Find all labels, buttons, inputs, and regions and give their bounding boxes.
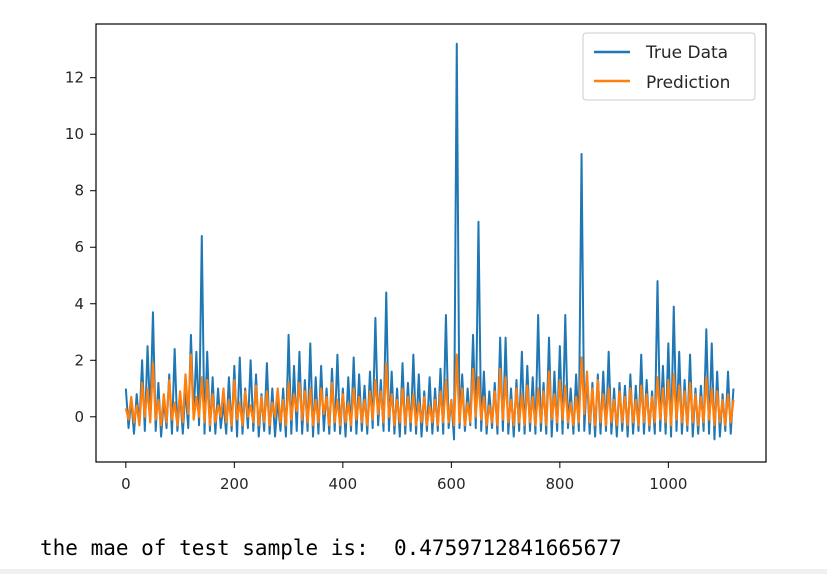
legend: True Data Prediction xyxy=(582,32,756,101)
y-tick-label: 2 xyxy=(74,351,84,369)
y-tick-label: 6 xyxy=(74,238,84,256)
legend-label-true-data: True Data xyxy=(645,43,728,63)
x-axis: 0 200 400 600 800 1000 xyxy=(121,462,687,493)
y-axis: 0 2 4 6 8 10 12 xyxy=(65,69,96,426)
x-tick-label: 400 xyxy=(329,475,358,493)
y-tick-label: 8 xyxy=(74,182,84,200)
mae-output-text: the mae of test sample is: 0.47597128416… xyxy=(40,536,622,560)
x-tick-label: 800 xyxy=(546,475,575,493)
x-tick-label: 1000 xyxy=(649,475,687,493)
axes-frame xyxy=(95,23,767,463)
x-tick-label: 600 xyxy=(437,475,466,493)
line-chart: 0 200 400 600 800 1000 0 2 4 6 8 10 12 True Data Pr… xyxy=(65,23,767,493)
legend-box xyxy=(582,32,756,101)
series-line-prediction xyxy=(124,353,735,427)
y-tick-label: 10 xyxy=(65,125,84,143)
x-tick-label: 0 xyxy=(121,475,131,493)
y-tick-label: 0 xyxy=(74,408,84,426)
legend-label-prediction: Prediction xyxy=(646,73,730,93)
y-tick-label: 4 xyxy=(74,295,84,313)
y-tick-label: 12 xyxy=(65,69,84,87)
output-bottom-border xyxy=(0,569,827,574)
x-tick-label: 200 xyxy=(220,475,249,493)
series-line-true-data xyxy=(124,42,735,441)
plot-area xyxy=(124,42,735,441)
